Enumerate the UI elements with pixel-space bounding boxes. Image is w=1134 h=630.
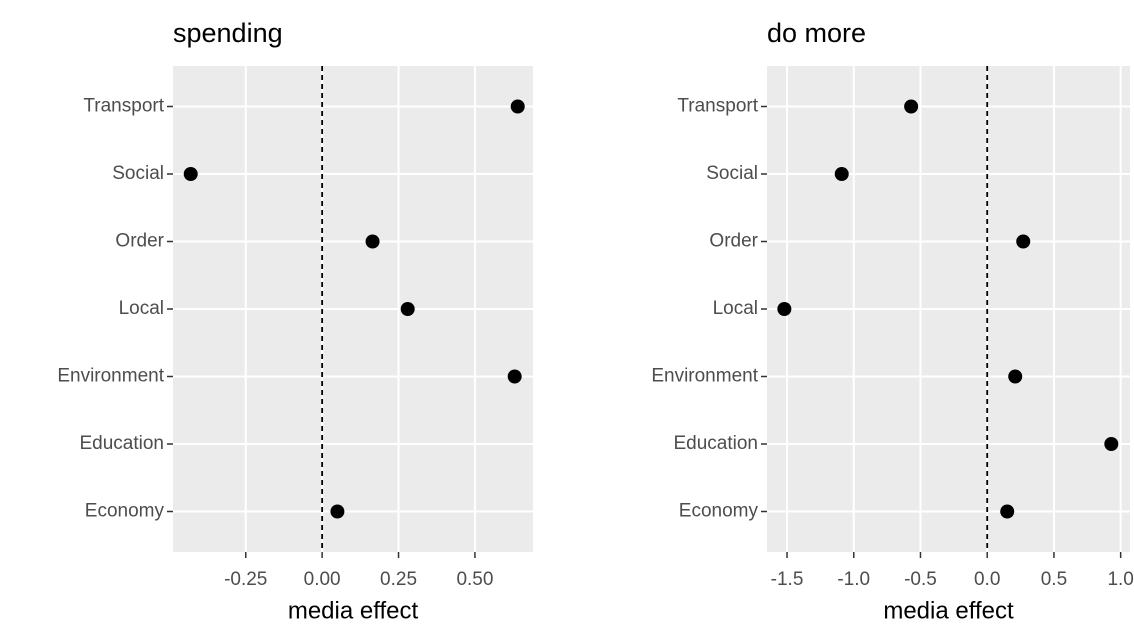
y-tick-label: Order [709, 231, 758, 252]
y-tick-label: Education [79, 433, 164, 454]
x-tick-label: -0.25 [224, 569, 267, 590]
data-point [904, 99, 919, 114]
data-point [777, 302, 792, 316]
y-tick-label: Transport [677, 96, 758, 117]
data-point [1016, 234, 1031, 249]
data-point [183, 167, 198, 181]
x-axis-label: media effect [288, 597, 419, 624]
data-point [400, 302, 415, 316]
y-tick-label: Economy [85, 501, 165, 522]
data-point [330, 504, 345, 519]
data-point [365, 234, 380, 249]
y-tick-label: Local [713, 298, 758, 319]
y-tick-label: Transport [83, 96, 164, 117]
y-tick-label: Education [673, 433, 758, 454]
y-tick-label: Economy [679, 501, 759, 522]
y-tick-label: Local [119, 298, 164, 319]
y-tick-label: Environment [57, 366, 164, 387]
data-point [1104, 437, 1119, 451]
x-tick-label: 0.00 [304, 569, 341, 590]
chart-title: do more [767, 18, 866, 48]
x-tick-label: 0.0 [974, 569, 1000, 590]
x-tick-label: 0.5 [1041, 569, 1067, 590]
chart-title: spending [173, 18, 283, 48]
y-tick-label: Social [706, 163, 758, 184]
y-tick-label: Environment [651, 366, 758, 387]
x-tick-label: 0.50 [456, 569, 493, 590]
data-point [507, 369, 522, 384]
data-point [1008, 369, 1023, 384]
y-tick-label: Order [115, 231, 164, 252]
x-tick-label: 1.0 [1107, 569, 1133, 590]
x-tick-label: -1.5 [771, 569, 804, 590]
data-point [834, 167, 849, 181]
data-point [1000, 504, 1015, 519]
y-tick-label: Social [112, 163, 164, 184]
x-axis-label: media effect [883, 597, 1014, 624]
x-tick-label: -0.5 [904, 569, 937, 590]
x-tick-label: 0.25 [380, 569, 417, 590]
x-tick-label: -1.0 [837, 569, 870, 590]
data-point [510, 99, 525, 114]
